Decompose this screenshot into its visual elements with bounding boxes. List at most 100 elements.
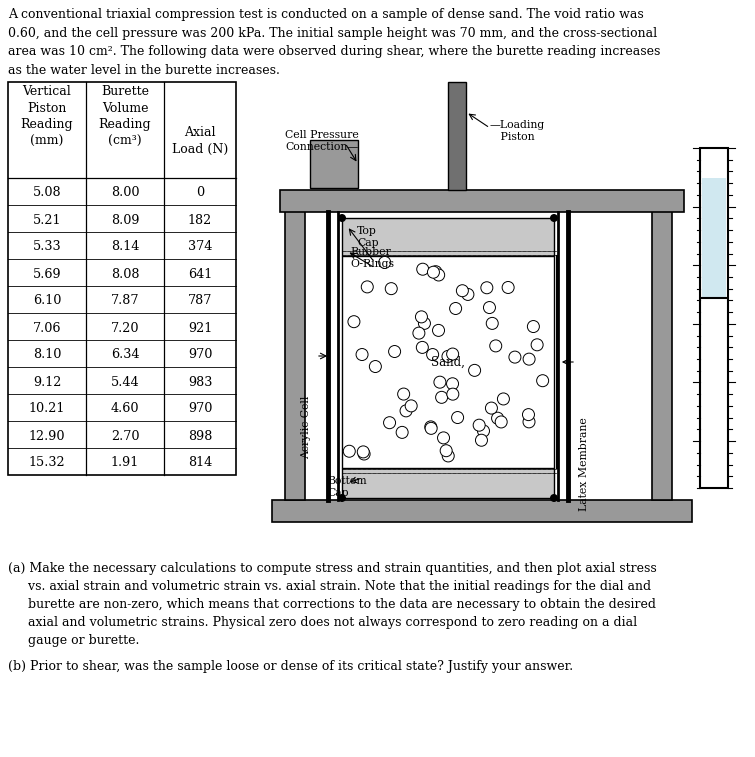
Circle shape xyxy=(462,288,474,301)
Text: 970: 970 xyxy=(188,348,212,362)
Text: Rubber
O-Rings: Rubber O-Rings xyxy=(350,247,394,269)
Circle shape xyxy=(427,348,439,360)
Text: 8.09: 8.09 xyxy=(111,213,139,226)
Text: (b) Prior to shear, was the sample loose or dense of its critical state? Justify: (b) Prior to shear, was the sample loose… xyxy=(8,660,573,673)
Circle shape xyxy=(358,448,370,460)
Circle shape xyxy=(450,303,461,314)
Text: 5.69: 5.69 xyxy=(32,267,61,281)
Circle shape xyxy=(398,388,410,400)
Text: (a) Make the necessary calculations to compute stress and strain quantities, and: (a) Make the necessary calculations to c… xyxy=(8,562,657,647)
Text: 5.21: 5.21 xyxy=(32,213,61,226)
Circle shape xyxy=(495,416,507,428)
Text: 12.90: 12.90 xyxy=(29,429,65,443)
Circle shape xyxy=(415,311,427,323)
Text: 8.08: 8.08 xyxy=(111,267,139,281)
Circle shape xyxy=(550,494,558,502)
Circle shape xyxy=(485,402,498,414)
Circle shape xyxy=(400,405,412,417)
Circle shape xyxy=(502,282,514,294)
Circle shape xyxy=(498,393,510,405)
Circle shape xyxy=(523,353,535,365)
Text: 5.33: 5.33 xyxy=(32,241,61,254)
Text: Acrylic Cell: Acrylic Cell xyxy=(301,396,311,459)
Text: Vertical
Piston
Reading
(mm): Vertical Piston Reading (mm) xyxy=(20,85,73,148)
Text: 8.10: 8.10 xyxy=(32,348,61,362)
Text: 0: 0 xyxy=(196,186,204,200)
Text: 6.34: 6.34 xyxy=(111,348,139,362)
Text: 7.06: 7.06 xyxy=(32,322,61,335)
Circle shape xyxy=(490,340,502,352)
Circle shape xyxy=(379,257,391,269)
Text: 5.44: 5.44 xyxy=(111,375,140,388)
Text: 2.70: 2.70 xyxy=(111,429,139,443)
Circle shape xyxy=(476,435,488,446)
Circle shape xyxy=(438,432,449,444)
Text: 970: 970 xyxy=(188,403,212,416)
Circle shape xyxy=(434,376,446,388)
Circle shape xyxy=(523,416,535,428)
Circle shape xyxy=(385,282,397,294)
Text: Top
Cap: Top Cap xyxy=(357,226,378,248)
Circle shape xyxy=(442,450,455,462)
Text: 921: 921 xyxy=(188,322,212,335)
Circle shape xyxy=(531,339,543,350)
Circle shape xyxy=(456,285,468,297)
Circle shape xyxy=(473,419,485,431)
Circle shape xyxy=(486,317,498,329)
Bar xyxy=(342,468,554,498)
Circle shape xyxy=(338,214,346,222)
Text: 814: 814 xyxy=(188,456,212,469)
Circle shape xyxy=(447,388,459,400)
Circle shape xyxy=(492,413,504,424)
Circle shape xyxy=(550,214,558,222)
Bar xyxy=(342,218,554,256)
Text: 15.32: 15.32 xyxy=(29,456,66,469)
Circle shape xyxy=(427,266,439,279)
Circle shape xyxy=(344,445,356,457)
Text: 6.10: 6.10 xyxy=(32,294,61,307)
Circle shape xyxy=(436,391,448,403)
Circle shape xyxy=(416,341,428,354)
Circle shape xyxy=(338,494,346,502)
Circle shape xyxy=(356,348,368,360)
Text: Latex Membrane: Latex Membrane xyxy=(579,417,589,511)
Text: 787: 787 xyxy=(188,294,212,307)
Circle shape xyxy=(348,316,360,328)
Circle shape xyxy=(447,348,458,360)
Text: 641: 641 xyxy=(188,267,212,281)
Text: 983: 983 xyxy=(188,375,212,388)
Text: Axial
Load (N): Axial Load (N) xyxy=(172,126,228,155)
Text: 4.60: 4.60 xyxy=(111,403,139,416)
Circle shape xyxy=(451,412,464,423)
Circle shape xyxy=(522,409,535,421)
Circle shape xyxy=(446,378,458,390)
Circle shape xyxy=(369,360,381,372)
Text: Cell Pressure
Connection—: Cell Pressure Connection— xyxy=(285,130,359,152)
Circle shape xyxy=(442,350,454,363)
Circle shape xyxy=(477,425,489,437)
Text: 9.12: 9.12 xyxy=(32,375,61,388)
Circle shape xyxy=(509,351,521,363)
Circle shape xyxy=(418,317,430,329)
Text: 8.14: 8.14 xyxy=(111,241,139,254)
Text: 8.00: 8.00 xyxy=(111,186,139,200)
Bar xyxy=(342,256,554,468)
Circle shape xyxy=(425,422,437,435)
Text: 5.08: 5.08 xyxy=(32,186,61,200)
Text: 1.91: 1.91 xyxy=(111,456,139,469)
Bar xyxy=(448,82,466,190)
Circle shape xyxy=(357,446,369,458)
Circle shape xyxy=(425,421,437,433)
Text: 374: 374 xyxy=(188,241,212,254)
Bar xyxy=(280,190,684,212)
Bar xyxy=(652,210,672,500)
Circle shape xyxy=(396,426,408,438)
Circle shape xyxy=(433,325,445,336)
Text: 10.21: 10.21 xyxy=(29,403,65,416)
Circle shape xyxy=(440,444,452,456)
Circle shape xyxy=(417,263,429,276)
Text: Burette
Volume
Reading
(cm³): Burette Volume Reading (cm³) xyxy=(99,85,151,148)
Circle shape xyxy=(362,281,373,293)
Circle shape xyxy=(481,282,493,294)
Circle shape xyxy=(537,375,549,387)
